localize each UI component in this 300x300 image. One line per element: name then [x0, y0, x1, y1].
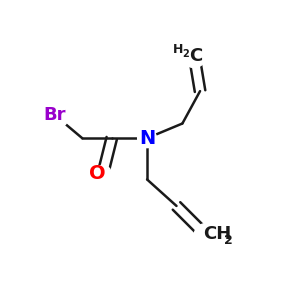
- Text: Br: Br: [43, 106, 66, 124]
- Circle shape: [194, 224, 218, 247]
- Text: C: C: [189, 47, 202, 65]
- Text: O: O: [89, 164, 105, 183]
- Text: CH: CH: [203, 225, 231, 243]
- Text: 2: 2: [224, 234, 233, 247]
- Text: H: H: [173, 43, 183, 56]
- Circle shape: [138, 129, 157, 148]
- Circle shape: [182, 44, 206, 68]
- Text: N: N: [139, 129, 155, 148]
- Text: 2: 2: [182, 49, 189, 59]
- Circle shape: [94, 165, 111, 182]
- Circle shape: [40, 100, 69, 129]
